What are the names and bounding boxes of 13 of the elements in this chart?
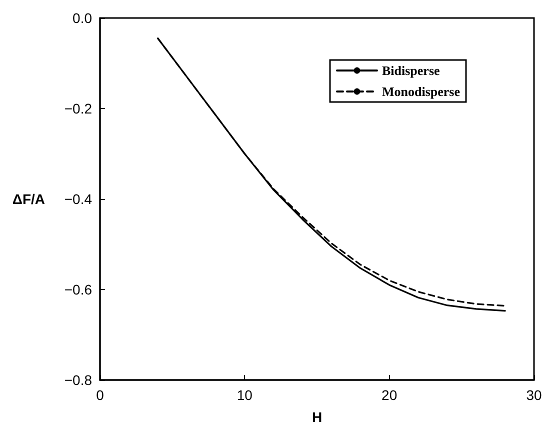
y-tick-label: −0.2 [64,100,92,116]
x-tick-label: 30 [526,387,542,403]
x-tick-label: 20 [382,387,398,403]
y-tick-label: −0.4 [64,191,92,207]
legend-label: Bidisperse [382,63,440,78]
y-tick-label: −0.8 [64,372,92,388]
x-tick-label: 0 [96,387,104,403]
legend-label: Monodisperse [382,84,460,99]
y-axis-title: ΔF/A [12,191,45,207]
x-axis-title: H [312,409,322,425]
y-tick-label: 0.0 [72,10,92,26]
x-tick-label: 10 [236,387,253,403]
y-tick-label: −0.6 [64,282,92,298]
